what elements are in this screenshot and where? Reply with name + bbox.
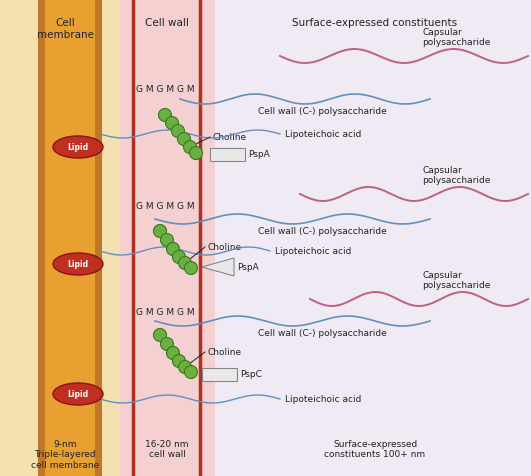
Bar bbox=[210, 148, 245, 161]
Text: Lipoteichoic acid: Lipoteichoic acid bbox=[285, 395, 362, 404]
Ellipse shape bbox=[53, 253, 103, 276]
Circle shape bbox=[167, 243, 179, 256]
Text: G M G M G M: G M G M G M bbox=[136, 85, 195, 94]
Text: Cell wall (C-) polysaccharide: Cell wall (C-) polysaccharide bbox=[258, 107, 387, 116]
Text: Cell wall: Cell wall bbox=[145, 18, 189, 28]
Text: 9-nm
Triple-layered
cell membrane: 9-nm Triple-layered cell membrane bbox=[31, 439, 99, 469]
Circle shape bbox=[184, 366, 198, 379]
Text: Lipid: Lipid bbox=[67, 260, 89, 269]
Text: Capsular
polysaccharide: Capsular polysaccharide bbox=[422, 270, 490, 289]
Circle shape bbox=[160, 234, 174, 247]
Circle shape bbox=[172, 125, 184, 138]
Circle shape bbox=[184, 262, 198, 275]
Circle shape bbox=[158, 109, 172, 122]
Text: Choline: Choline bbox=[207, 348, 241, 357]
Text: G M G M G M: G M G M G M bbox=[136, 202, 195, 211]
Ellipse shape bbox=[53, 383, 103, 405]
Text: Lipoteichoic acid: Lipoteichoic acid bbox=[275, 247, 352, 256]
Text: Cell
membrane: Cell membrane bbox=[37, 18, 93, 40]
Circle shape bbox=[177, 133, 191, 146]
Text: Surface-expressed constituents: Surface-expressed constituents bbox=[293, 18, 458, 28]
Circle shape bbox=[160, 338, 174, 351]
Circle shape bbox=[184, 141, 196, 154]
Bar bbox=[0, 0, 120, 476]
Circle shape bbox=[153, 225, 167, 238]
Polygon shape bbox=[202, 258, 234, 277]
Text: Choline: Choline bbox=[207, 243, 241, 252]
Text: Lipoteichoic acid: Lipoteichoic acid bbox=[285, 130, 362, 139]
Text: 16-20 nm
cell wall: 16-20 nm cell wall bbox=[145, 439, 189, 458]
Bar bbox=[202, 368, 237, 381]
Ellipse shape bbox=[53, 137, 103, 159]
Bar bbox=[215, 0, 531, 476]
Bar bbox=[95, 0, 102, 476]
Circle shape bbox=[166, 117, 178, 130]
Bar bbox=[38, 0, 102, 476]
Text: PspC: PspC bbox=[240, 370, 262, 379]
Circle shape bbox=[173, 251, 185, 264]
Circle shape bbox=[190, 147, 202, 160]
Text: Capsular
polysaccharide: Capsular polysaccharide bbox=[422, 165, 490, 185]
Text: Surface-expressed
constituents 100+ nm: Surface-expressed constituents 100+ nm bbox=[324, 439, 425, 458]
Text: Capsular
polysaccharide: Capsular polysaccharide bbox=[422, 28, 490, 47]
Circle shape bbox=[167, 347, 179, 360]
Bar bbox=[120, 0, 215, 476]
Circle shape bbox=[178, 257, 192, 270]
Circle shape bbox=[178, 361, 192, 374]
Text: PspA: PspA bbox=[237, 263, 259, 272]
Text: Lipid: Lipid bbox=[67, 390, 89, 399]
Text: Cell wall (C-) polysaccharide: Cell wall (C-) polysaccharide bbox=[258, 328, 387, 337]
Circle shape bbox=[153, 329, 167, 342]
Text: G M G M G M: G M G M G M bbox=[136, 308, 195, 317]
Circle shape bbox=[173, 355, 185, 368]
Text: Lipid: Lipid bbox=[67, 143, 89, 152]
Text: PspA: PspA bbox=[248, 150, 270, 159]
Text: Choline: Choline bbox=[212, 133, 246, 142]
Bar bbox=[38, 0, 45, 476]
Text: Cell wall (C-) polysaccharide: Cell wall (C-) polysaccharide bbox=[258, 227, 387, 236]
